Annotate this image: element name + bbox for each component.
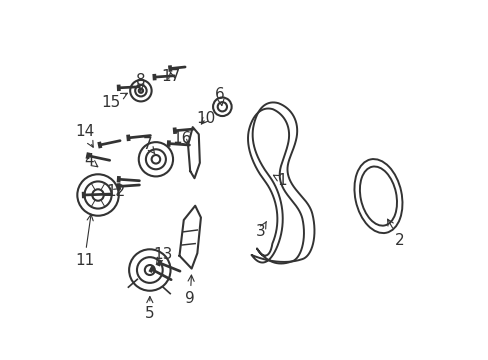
Text: 15: 15 (101, 93, 127, 110)
Text: 16: 16 (172, 131, 191, 147)
Text: 9: 9 (185, 275, 195, 306)
Text: 1: 1 (273, 172, 286, 188)
Text: 2: 2 (387, 219, 404, 248)
Text: 17: 17 (162, 69, 181, 84)
Text: 8: 8 (136, 73, 145, 91)
Text: 14: 14 (75, 124, 94, 147)
Text: 7: 7 (142, 137, 155, 154)
Text: 6: 6 (215, 87, 224, 105)
Text: 10: 10 (196, 111, 215, 126)
Text: 3: 3 (255, 221, 266, 239)
Text: 12: 12 (106, 184, 125, 199)
Text: 13: 13 (153, 247, 172, 265)
Text: 11: 11 (75, 214, 94, 268)
Text: 5: 5 (145, 297, 154, 321)
Text: 4: 4 (84, 153, 98, 168)
